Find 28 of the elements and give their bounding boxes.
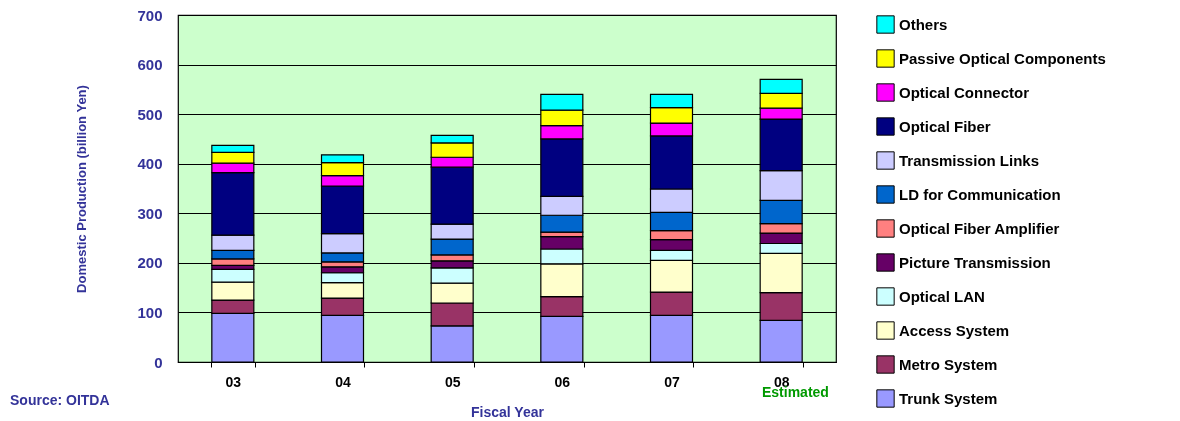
legend-label: Access System: [899, 321, 1010, 339]
y-axis-title: Domestic Production (billion Yen): [74, 85, 90, 293]
legend-label: Picture Transmission: [899, 253, 1051, 271]
y-tick-label: 500: [137, 105, 163, 123]
x-tick-label: 05: [444, 373, 461, 390]
legend-label: Transmission Links: [899, 151, 1040, 169]
legend-label: Optical Fiber Amplifier: [899, 219, 1060, 237]
y-tick-label: 300: [137, 204, 163, 222]
y-tick-label: 200: [137, 254, 163, 272]
y-tick-label: 400: [137, 155, 163, 173]
y-tick-label: 0: [154, 353, 163, 371]
y-tick-label: 700: [137, 6, 163, 24]
x-axis-title: Fiscal Year: [471, 403, 545, 420]
legend-label: Optical LAN: [899, 287, 985, 305]
x-tick-label: 03: [225, 373, 242, 390]
legend-label: Optical Fiber: [899, 117, 991, 135]
source-note: Source: OITDA: [10, 392, 110, 408]
legend-label: Others: [899, 15, 948, 33]
legend-label: LD for Communication: [899, 185, 1061, 203]
x-tick-label: 04: [335, 373, 351, 390]
x-tick-label: 07: [664, 373, 680, 390]
legend-label: Trunk System: [899, 389, 998, 407]
y-tick-label: 600: [137, 56, 163, 74]
legend-label: Passive Optical Components: [899, 49, 1106, 67]
legend-label: Optical Connector: [899, 83, 1030, 101]
x-tick-label: 06: [554, 373, 571, 390]
y-tick-label: 100: [137, 303, 163, 321]
legend-label: Metro System: [899, 355, 998, 373]
